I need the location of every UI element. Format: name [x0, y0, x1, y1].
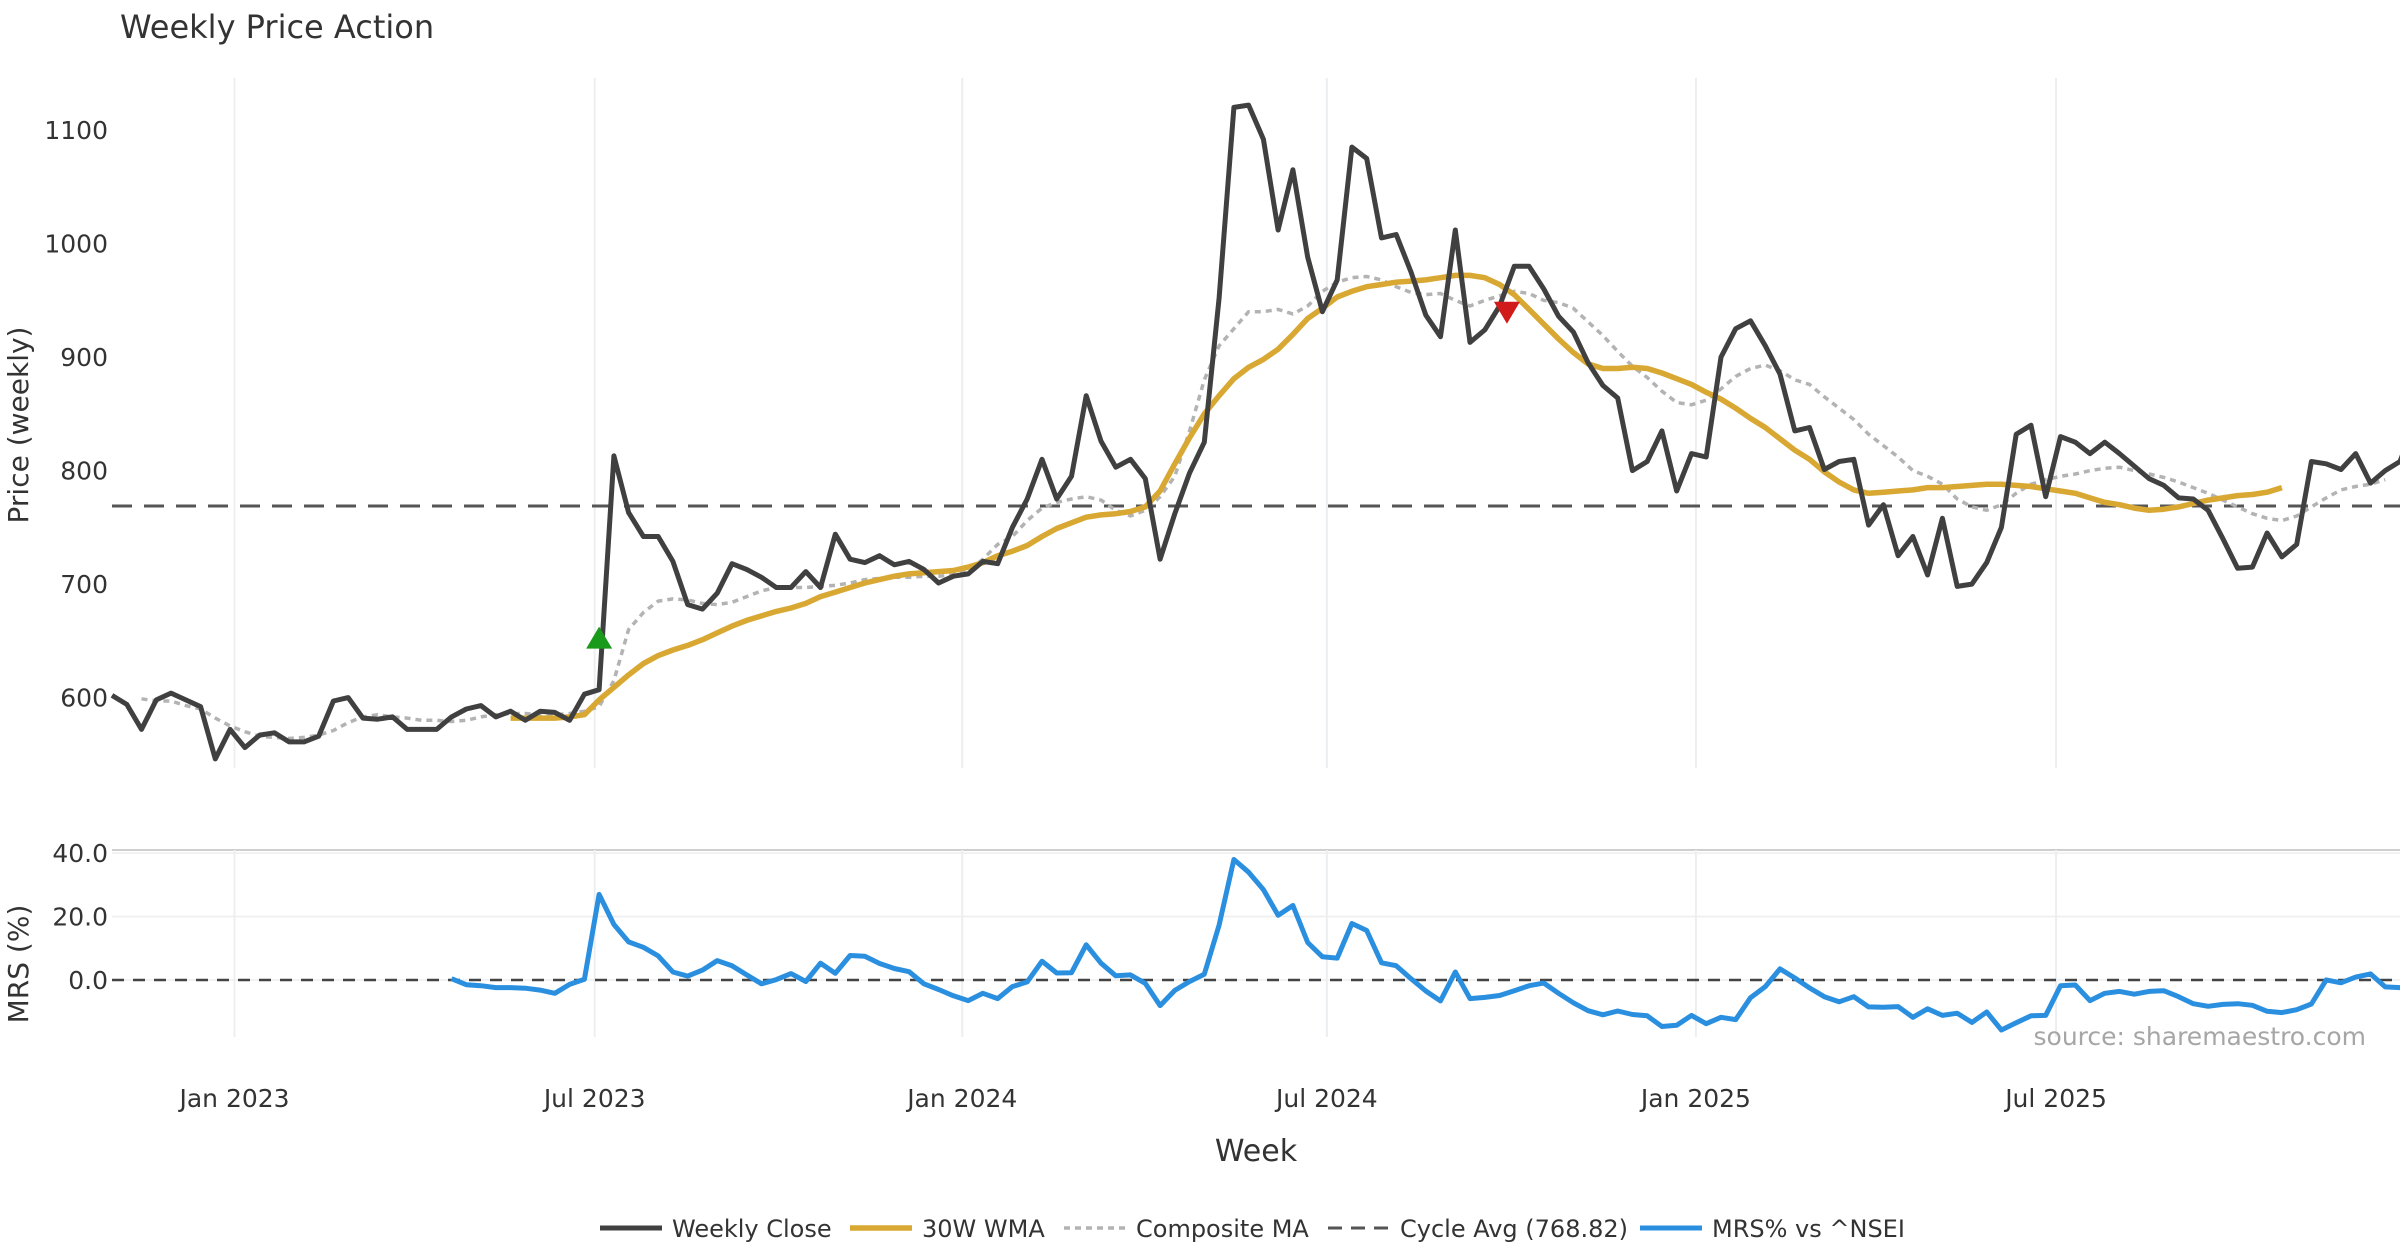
price-panel: 600 700 800 900 1000 1100 Price (weekly) — [2, 78, 2400, 768]
source-watermark: source: sharemaestro.com — [2034, 1022, 2367, 1051]
legend-label: Cycle Avg (768.82) — [1400, 1215, 1628, 1243]
legend-label: Weekly Close — [672, 1215, 832, 1243]
price-y-tick-label: 800 — [60, 457, 108, 486]
mrs-panel: 0.0 20.0 40.0 MRS (%) source: sharemaestro… — [2, 839, 2400, 1051]
mrs-y-tick-label: 20.0 — [52, 903, 108, 932]
price-y-tick-label: 1100 — [44, 116, 108, 145]
price-y-tick-label: 600 — [60, 684, 108, 713]
buy-signal-marker — [586, 626, 613, 649]
mrs-y-ticks: 0.0 20.0 40.0 — [52, 839, 108, 995]
weekly-close-line — [110, 102, 2400, 762]
x-tick-label: Jul 2023 — [542, 1084, 646, 1113]
mrs-line — [450, 857, 2400, 1033]
wma-30w-line — [510, 272, 2283, 721]
price-y-tick-label: 700 — [60, 570, 108, 599]
legend-label: Composite MA — [1136, 1215, 1309, 1243]
legend-label: 30W WMA — [922, 1215, 1045, 1243]
price-y-ticks: 600 700 800 900 1000 1100 — [44, 116, 108, 713]
legend-label: MRS% vs ^NSEI — [1712, 1215, 1905, 1243]
mrs-y-tick-label: 0.0 — [68, 966, 108, 995]
price-y-axis-label: Price (weekly) — [2, 327, 35, 524]
x-tick-label: Jan 2025 — [1639, 1084, 1751, 1113]
x-tick-label: Jan 2023 — [177, 1084, 289, 1113]
chart-title: Weekly Price Action — [120, 8, 434, 46]
sell-signal-marker — [1493, 301, 1520, 324]
x-tick-label: Jul 2024 — [1274, 1084, 1378, 1113]
price-y-tick-label: 1000 — [44, 230, 108, 259]
price-y-tick-label: 900 — [60, 343, 108, 372]
price-gridlines — [233, 78, 2058, 768]
x-axis-label: Week — [1215, 1134, 1298, 1169]
x-tick-label: Jan 2024 — [905, 1084, 1017, 1113]
mrs-y-axis-label: MRS (%) — [2, 905, 35, 1024]
x-tick-label: Jul 2025 — [2003, 1084, 2107, 1113]
legend: Weekly Close 30W WMA Composite MA Cycle Avg… — [600, 1215, 1905, 1243]
mrs-y-tick-label: 40.0 — [52, 839, 108, 868]
x-axis-ticks: Jan 2023 Jul 2023 Jan 2024 Jul 2024 Jan 2025… — [177, 1084, 2106, 1113]
